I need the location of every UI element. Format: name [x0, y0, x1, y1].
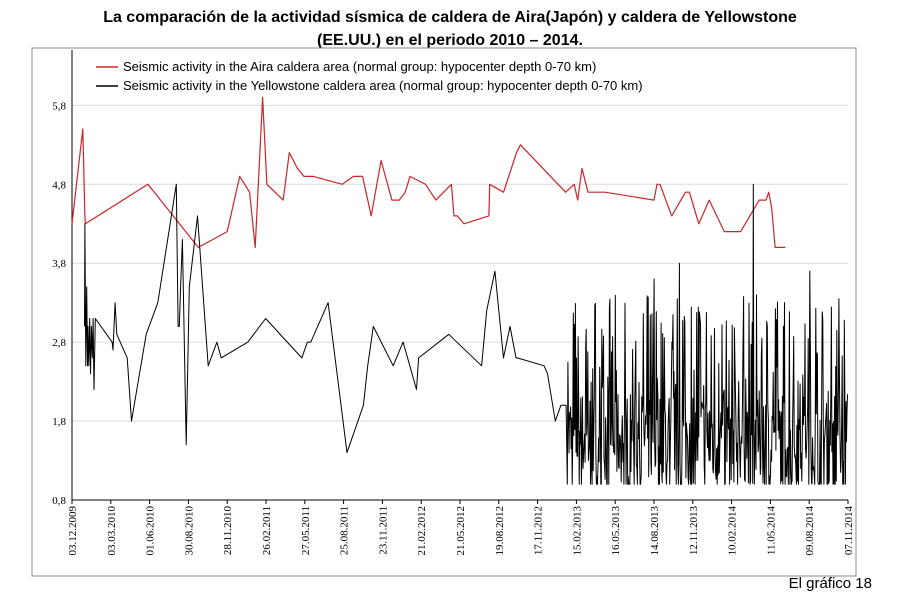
x-tick-label: 28.11.2010: [222, 506, 234, 556]
x-tick-label: 25.08.2011: [339, 506, 351, 555]
x-tick-label: 21.02.2012: [416, 506, 428, 556]
series-line-aira: [71, 96, 786, 248]
y-tick-label: 0,8: [52, 495, 66, 507]
series-lines: [71, 96, 849, 485]
x-tick-label: 26.02.2011: [261, 506, 273, 555]
figure-caption: El gráfico 18: [788, 575, 872, 592]
x-tick-label: 03.12.2009: [67, 506, 79, 556]
x-tick-label: 03.03.2010: [106, 506, 118, 556]
x-tick-label: 07.11.2014: [843, 506, 855, 556]
x-tick-label: 12.11.2013: [688, 506, 700, 556]
y-tick-label: 3,8: [52, 258, 66, 270]
x-tick-label: 15.02.2013: [571, 506, 583, 556]
chart-title: La comparación de la actividad sísmica d…: [103, 9, 797, 49]
x-tick-label: 14.08.2013: [649, 506, 661, 556]
x-tick-label: 27.05.2011: [300, 506, 312, 555]
y-tick-label: 1,8: [52, 416, 66, 428]
x-tick-label: 19.08.2012: [494, 506, 506, 556]
x-tick-label: 16.05.2013: [610, 506, 622, 556]
legend: Seismic activity in the Aira caldera are…: [96, 59, 643, 93]
series-line-yellowstone: [84, 183, 849, 485]
x-tick-label: 23.11.2011: [377, 506, 389, 555]
x-tick-label: 17.11.2012: [533, 506, 545, 555]
y-tick-label: 5,8: [52, 100, 66, 112]
legend-label: Seismic activity in the Yellowstone cald…: [123, 78, 643, 93]
axes: 0,8 1,8 2,8 3,8 4,8 5,8 03.12.2009 03.03.2010 01…: [52, 50, 855, 556]
y-tick-label: 2,8: [52, 337, 66, 349]
x-tick-label: 10.02.2014: [727, 506, 739, 556]
y-tick-label: 4,8: [52, 179, 66, 191]
x-tick-label: 01.06.2010: [145, 506, 157, 556]
legend-label: Seismic activity in the Aira caldera are…: [123, 59, 596, 74]
x-tick-label: 09.08.2014: [804, 506, 816, 556]
x-tick-label: 11.05.2014: [765, 506, 777, 556]
chart-frame: [31, 47, 857, 577]
x-tick-label: 21.05.2012: [455, 506, 467, 556]
x-tick-label: 30.08.2010: [183, 506, 195, 556]
